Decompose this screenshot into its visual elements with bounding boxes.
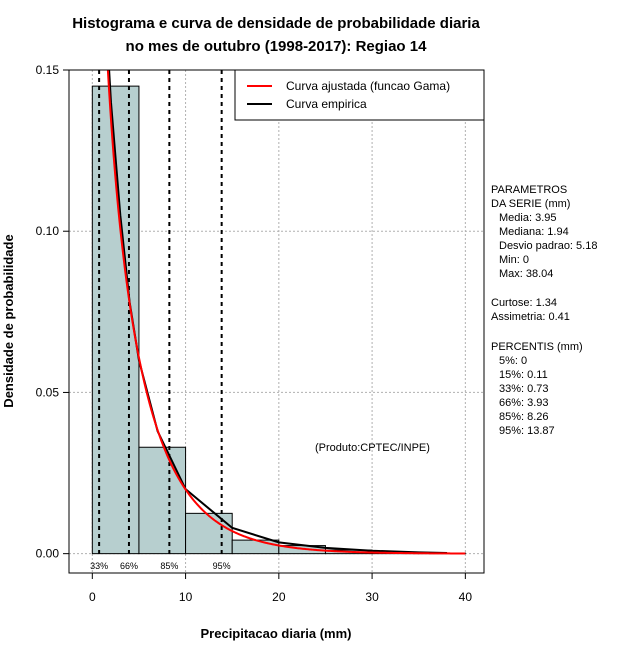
stats-mediana: Mediana: 1.94 xyxy=(499,226,569,238)
stats-percentis-header: PERCENTIS (mm) xyxy=(491,341,583,353)
stats-panel: PARAMETROS DA SERIE (mm) Media: 3.95 Med… xyxy=(491,184,597,437)
legend: Curva ajustada (funcao Gama) Curva empir… xyxy=(234,69,485,121)
x-tick-label: 10 xyxy=(179,590,193,604)
x-tick-label: 30 xyxy=(365,590,379,604)
histogram-bar-3 xyxy=(185,512,233,555)
product-annotation: (Produto:CPTEC/INPE) xyxy=(315,442,430,454)
y-tick-label: 0.10 xyxy=(36,224,60,238)
stats-max: Max: 38.04 xyxy=(499,268,553,280)
x-axis-label: Precipitacao diaria (mm) xyxy=(201,626,352,641)
y-axis-label: Densidade de probabilidade xyxy=(1,234,16,407)
stats-assimetria: Assimetria: 0.41 xyxy=(491,311,570,323)
stats-p5: 5%: 0 xyxy=(499,355,527,367)
stats-curtose: Curtose: 1.34 xyxy=(491,297,557,309)
percentile-lines: 33% 66% 85% 95% xyxy=(90,70,231,571)
percentile-label-66: 66% xyxy=(120,561,138,571)
stats-header1: PARAMETROS xyxy=(491,184,567,196)
stats-p95: 95%: 13.87 xyxy=(499,425,555,437)
x-tick-label: 20 xyxy=(272,590,286,604)
x-tick-label: 40 xyxy=(459,590,473,604)
stats-p33: 33%: 0.73 xyxy=(499,383,549,395)
stats-p66: 66%: 3.93 xyxy=(499,397,549,409)
y-tick-label: 0.15 xyxy=(36,63,60,77)
percentile-label-85: 85% xyxy=(160,561,178,571)
stats-p15: 15%: 0.11 xyxy=(499,369,548,381)
y-tick-label: 0.00 xyxy=(36,547,60,561)
stats-min: Min: 0 xyxy=(499,254,529,266)
stats-p85: 85%: 8.26 xyxy=(499,411,549,423)
legend-gamma-label: Curva ajustada (funcao Gama) xyxy=(286,79,450,93)
chart-title-line2: no mes de outubro (1998-2017): Regiao 14 xyxy=(126,38,428,55)
stats-desvio: Desvio padrao: 5.18 xyxy=(499,240,597,252)
stats-media: Media: 3.95 xyxy=(499,212,556,224)
stats-header2: DA SERIE (mm) xyxy=(491,198,570,210)
legend-box xyxy=(234,69,485,121)
histogram-bar-2 xyxy=(138,446,187,555)
chart-title-line1: Histograma e curva de densidade de proba… xyxy=(72,15,480,32)
percentile-label-95: 95% xyxy=(213,561,231,571)
histogram-bar-4 xyxy=(231,539,280,555)
percentile-label-33: 33% xyxy=(90,561,108,571)
x-tick-label: 0 xyxy=(89,590,96,604)
legend-empirical-label: Curva empirica xyxy=(286,97,367,111)
axis-ticks: 0 10 20 30 40 0.00 0.05 0.10 0.15 xyxy=(36,63,473,604)
y-tick-label: 0.05 xyxy=(36,385,60,399)
curves xyxy=(106,70,466,555)
gamma-curve xyxy=(106,70,466,555)
